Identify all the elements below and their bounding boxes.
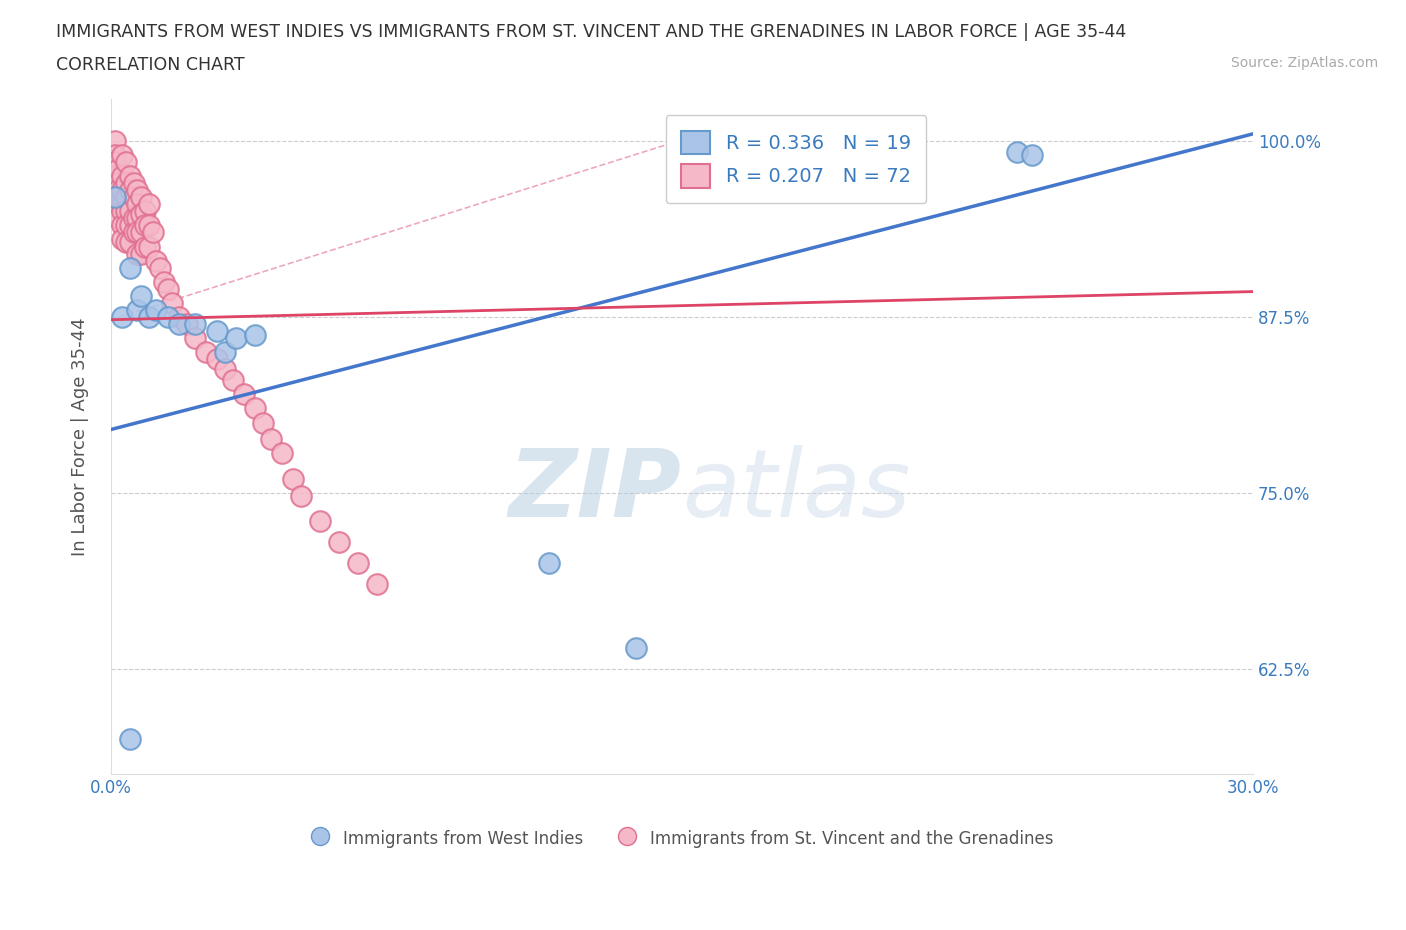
Point (127, 225, 149, 240)
Point (260, 432, 283, 446)
Point (107, 197, 129, 212)
Point (129, 190, 152, 205)
Point (107, 211, 129, 226)
Point (111, 148, 134, 163)
Point (129, 246, 152, 261)
Point (115, 204, 138, 219)
Text: CORRELATION CHART: CORRELATION CHART (56, 56, 245, 73)
Point (624, 641, 647, 656)
Point (207, 352, 229, 366)
Y-axis label: In Labor Force | Age 35-44: In Labor Force | Age 35-44 (72, 317, 89, 556)
Point (107, 190, 129, 205)
Point (103, 134, 125, 149)
Point (1005, 145, 1028, 160)
Point (134, 218, 156, 232)
Point (118, 732, 141, 747)
Point (145, 302, 167, 317)
Point (103, 190, 125, 205)
Point (118, 168, 141, 183)
Point (127, 183, 149, 198)
Point (111, 232, 134, 247)
Point (118, 183, 141, 198)
Point (183, 330, 205, 345)
Point (127, 246, 149, 261)
Point (537, 556, 560, 571)
Point (122, 225, 145, 240)
Point (129, 225, 152, 240)
Point (245, 401, 267, 416)
Point (145, 253, 167, 268)
Text: ZIP: ZIP (509, 445, 682, 537)
Point (118, 235, 141, 250)
Point (103, 183, 125, 198)
Point (115, 218, 138, 232)
Point (107, 183, 129, 198)
Point (138, 310, 160, 325)
Point (111, 168, 134, 183)
Point (169, 316, 191, 331)
Point (118, 260, 141, 275)
Point (252, 415, 274, 430)
Point (225, 330, 247, 345)
Point (233, 387, 256, 402)
Point (122, 211, 145, 226)
Point (245, 327, 267, 342)
Point (134, 239, 156, 254)
Point (118, 204, 141, 219)
Point (127, 302, 149, 317)
Point (366, 577, 388, 591)
Point (118, 218, 141, 232)
Point (138, 197, 160, 212)
Point (221, 373, 243, 388)
Point (111, 197, 134, 212)
Point (111, 204, 134, 219)
Point (138, 218, 160, 232)
Point (1021, 148, 1043, 163)
Point (103, 154, 125, 169)
Point (176, 316, 198, 331)
Text: Source: ZipAtlas.com: Source: ZipAtlas.com (1230, 56, 1378, 70)
Point (160, 296, 183, 311)
Point (309, 513, 332, 528)
Point (122, 190, 145, 205)
Legend: Immigrants from West Indies, Immigrants from St. Vincent and the Grenadines: Immigrants from West Indies, Immigrants … (302, 820, 1062, 857)
Point (107, 176, 129, 191)
Point (111, 310, 134, 325)
Point (122, 176, 145, 191)
Point (183, 316, 205, 331)
Point (149, 260, 172, 275)
Point (328, 535, 350, 550)
Point (142, 225, 165, 240)
Point (129, 206, 152, 221)
Point (283, 472, 305, 486)
Point (115, 235, 138, 250)
Point (103, 148, 125, 163)
Text: IMMIGRANTS FROM WEST INDIES VS IMMIGRANTS FROM ST. VINCENT AND THE GRENADINES IN: IMMIGRANTS FROM WEST INDIES VS IMMIGRANT… (56, 23, 1126, 41)
Point (347, 556, 370, 571)
Point (290, 488, 312, 503)
Point (115, 190, 138, 205)
Point (138, 239, 160, 254)
Point (214, 362, 236, 377)
Point (194, 345, 217, 360)
Point (127, 197, 149, 212)
Point (169, 310, 191, 325)
Point (129, 288, 152, 303)
Point (103, 168, 125, 183)
Point (111, 218, 134, 232)
Text: atlas: atlas (682, 445, 910, 537)
Point (271, 446, 294, 461)
Point (214, 345, 236, 360)
Point (115, 176, 138, 191)
Point (111, 183, 134, 198)
Point (115, 154, 138, 169)
Point (107, 162, 129, 177)
Point (156, 310, 179, 325)
Point (134, 204, 156, 219)
Point (156, 281, 179, 296)
Point (127, 211, 149, 226)
Point (207, 324, 229, 339)
Point (153, 274, 176, 289)
